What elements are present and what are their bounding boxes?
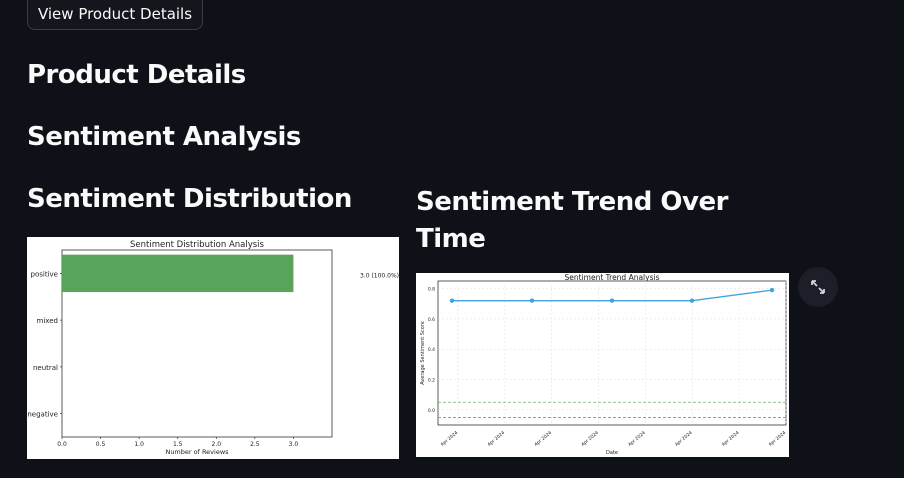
x-axis-label: Number of Reviews	[165, 448, 229, 456]
chart-title: Sentiment Trend Analysis	[565, 273, 660, 282]
data-label: 3.0 (100.0%)	[360, 272, 399, 279]
trend-chart-svg: Sentiment Trend Analysis Apr 2024 Apr 2024…	[420, 273, 788, 456]
x-tick-label: Apr 2024	[768, 430, 788, 448]
sentiment-distribution-heading: Sentiment Distribution	[27, 184, 352, 214]
product-details-heading: Product Details	[27, 60, 246, 90]
x-tick-label: Apr 2024	[721, 430, 741, 448]
expand-arrows-icon	[811, 280, 825, 294]
category-label: mixed	[37, 317, 58, 325]
data-point	[609, 298, 615, 303]
category-label: negative	[27, 411, 58, 419]
x-axis-label: Date	[606, 450, 618, 456]
y-tick-label: 0.2	[428, 378, 435, 384]
x-tick-label: Apr 2024	[440, 430, 460, 448]
plot-frame	[61, 249, 333, 438]
x-tick-label: 1.0	[134, 441, 144, 448]
x-tick-label: 2.5	[250, 441, 260, 448]
x-tick-label: 0.0	[57, 441, 67, 448]
sentiment-trend-heading: Sentiment Trend Over Time	[416, 187, 728, 254]
x-tick-label: Apr 2024	[580, 430, 600, 448]
x-tick-label: 3.0	[289, 441, 299, 448]
x-tick-label: Apr 2024	[533, 430, 553, 448]
y-tick-label: 0.6	[428, 317, 435, 323]
y-tick-label: 0.0	[428, 408, 435, 414]
sentiment-distribution-chart: Sentiment Distribution Analysis positive 3…	[27, 237, 399, 459]
x-tick-label: 0.5	[96, 441, 106, 448]
sentiment-trend-chart: Sentiment Trend Analysis Apr 2024 Apr 2024…	[416, 273, 789, 457]
y-axis-label: Average Sentiment Score	[420, 321, 426, 385]
expand-chart-button[interactable]	[798, 267, 838, 307]
data-point	[769, 287, 775, 293]
distribution-chart-svg: Sentiment Distribution Analysis positive 3…	[27, 240, 399, 456]
x-tick-label: 2.0	[212, 441, 222, 448]
data-point	[529, 298, 535, 303]
y-tick-label: 0.8	[428, 287, 435, 293]
category-label: neutral	[33, 364, 58, 372]
x-tick-label: Apr 2024	[627, 430, 647, 448]
data-point	[689, 298, 695, 303]
y-tick-label: 0.4	[428, 347, 435, 353]
x-tick-label: Apr 2024	[674, 430, 694, 448]
x-tick-label: Apr 2024	[486, 430, 506, 448]
x-tick-label: 1.5	[173, 441, 183, 448]
bar-positive	[62, 254, 294, 293]
data-point	[449, 298, 455, 303]
sentiment-analysis-heading: Sentiment Analysis	[27, 122, 301, 152]
category-label: positive	[31, 270, 58, 278]
view-product-details-button[interactable]: View Product Details	[27, 0, 203, 30]
chart-title: Sentiment Distribution Analysis	[130, 240, 265, 250]
